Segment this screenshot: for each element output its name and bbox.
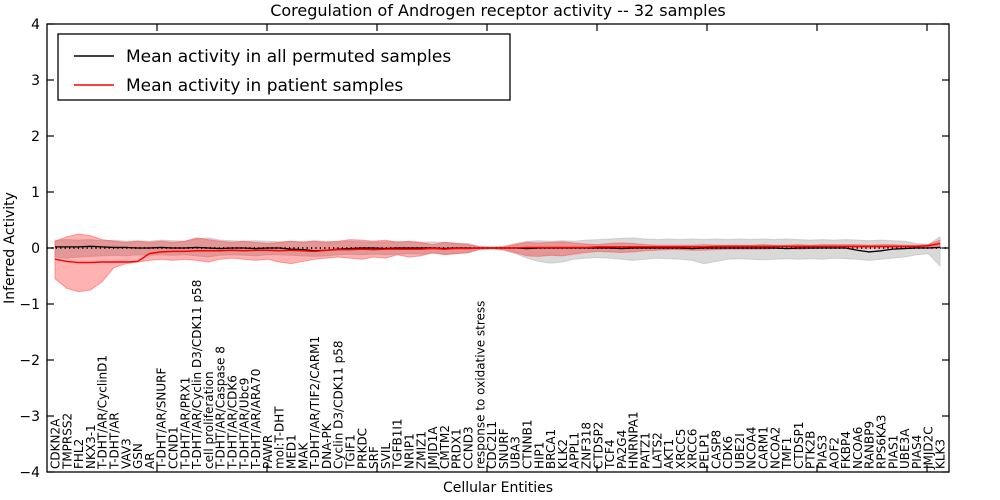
y-tick-label: 1 — [31, 185, 40, 201]
y-tick-label: 3 — [31, 73, 40, 89]
x-tick-label: UBE3A — [898, 428, 912, 469]
x-tick-label: RPS6KA3 — [875, 415, 889, 469]
x-tick-label: HNRNPA1 — [627, 411, 641, 469]
x-tick-label: T-DHT/AR/Cyclin D3/CDK11 p58 — [190, 280, 204, 470]
plot-area: −4−3−2−101234CDKN2ATMPRSS2FHL2NKX3-1T-DH… — [19, 17, 949, 481]
x-tick-label: XRCC5 — [674, 429, 688, 469]
x-tick-label: LATS2 — [650, 432, 664, 469]
x-tick-label: XRCC6 — [686, 429, 700, 469]
legend-box — [57, 33, 511, 101]
x-tick-label: CTNNB1 — [521, 419, 535, 469]
x-tick-label: AKT1 — [662, 439, 676, 469]
x-tick-label: KLK3 — [934, 439, 948, 469]
y-tick-label: −1 — [19, 297, 40, 313]
x-tick-label: AOF2 — [827, 437, 841, 469]
x-tick-label: AR — [143, 452, 157, 469]
x-tick-label: GSN — [131, 443, 145, 469]
x-tick-label: UBA3 — [509, 436, 523, 469]
x-tick-label: APPL1 — [568, 432, 582, 469]
x-tick-label: NCOA6 — [851, 427, 865, 469]
x-tick-label: NCOA2 — [768, 427, 782, 469]
x-tick-label: CDKN2A — [49, 418, 63, 469]
x-tick-label: PELP1 — [698, 433, 712, 469]
x-tick-label: JMJD2C — [922, 426, 936, 470]
x-tick-label: KLK2 — [556, 439, 570, 469]
x-tick-label: CASP8 — [709, 430, 723, 469]
x-tick-label: NRIP1 — [403, 433, 417, 469]
x-tick-label: T-DHT/AR/SNURF — [155, 368, 169, 471]
x-tick-label: PA2G4 — [615, 430, 629, 469]
x-tick-label: PIAS1 — [886, 435, 900, 469]
x-tick-label: DNA-PK — [320, 422, 334, 469]
legend-label-patient: Mean activity in patient samples — [126, 76, 403, 96]
x-tick-label: CCND1 — [167, 426, 181, 469]
x-tick-label: CDC2L1 — [485, 421, 499, 469]
x-tick-label: MED1 — [285, 434, 299, 469]
x-tick-label: T-DHT/AR/Ubc9 — [237, 378, 251, 470]
x-tick-label: T-DHT/AR/Caspase 8 — [214, 346, 228, 470]
y-tick-label: −2 — [19, 353, 40, 369]
x-tick-label: TGFB1I1 — [391, 418, 405, 470]
x-tick-label: CTDSP1 — [792, 422, 806, 469]
x-tick-label: CMTM2 — [438, 425, 452, 469]
x-tick-label: NKX3-1 — [84, 424, 98, 469]
y-axis-label: Inferred Activity — [2, 192, 18, 304]
legend: Mean activity in all permuted samples Me… — [57, 33, 511, 101]
y-tick-label: 0 — [31, 241, 40, 257]
x-tick-label: PIAS4 — [910, 435, 924, 469]
x-tick-label: TGIF1 — [344, 434, 358, 470]
x-tick-label: CDK6 — [721, 436, 735, 469]
x-tick-label: HIP1 — [532, 442, 546, 469]
x-tick-label: SRF — [367, 446, 381, 469]
permuted-band — [54, 235, 941, 268]
x-tick-label: BRCA1 — [544, 429, 558, 469]
x-tick-label: ZMIZ1 — [414, 431, 428, 469]
x-tick-label: FHL2 — [72, 439, 86, 469]
x-tick-label: T-DHT/AR/ARA70 — [249, 369, 263, 470]
x-tick-label: TCF4 — [603, 439, 617, 470]
x-tick-label: TMF1 — [780, 437, 794, 470]
x-tick-label: T-DHT/AR/CyclinD1 — [96, 355, 110, 470]
x-axis-label: Cellular Entities — [443, 480, 553, 496]
x-tick-label: JMJD1A — [426, 426, 440, 470]
x-tick-label: Cyclin D3/CDK11 p58 — [332, 340, 346, 469]
x-tick-label: PATZ1 — [639, 432, 653, 469]
x-tick-label: PIAS3 — [816, 435, 830, 469]
x-tick-label: PRDX1 — [450, 428, 464, 469]
x-tick-label: SNURF — [497, 428, 511, 469]
x-tick-label: mol:T-DHT — [273, 406, 287, 469]
x-tick-label: MAK — [296, 441, 310, 469]
y-tick-label: 2 — [31, 129, 40, 145]
x-tick-label: T-DHT/AR/CDK6 — [226, 375, 240, 470]
x-tick-label: cell proliferation — [202, 371, 216, 469]
x-tick-label: VAV3 — [119, 438, 133, 469]
x-tick-label: TMPRSS2 — [60, 413, 74, 470]
x-tick-label: CARM1 — [757, 426, 771, 469]
x-tick-label: T-DHT/AR/TIF2/CARM1 — [308, 336, 322, 470]
x-tick-label: ZNF318 — [580, 422, 594, 469]
chart-title: Coregulation of Androgen receptor activi… — [270, 1, 726, 20]
patient-mean-line — [54, 242, 941, 264]
x-tick-label: T-DHT/AR/PRX1 — [178, 377, 192, 470]
x-tick-label: T-DHT/AR — [108, 412, 122, 470]
x-tick-label: CTDSP2 — [591, 422, 605, 469]
x-tick-label: CCND3 — [462, 426, 476, 469]
y-tick-label: 4 — [31, 17, 40, 33]
x-tick-label: SVIL — [379, 443, 393, 469]
x-tick-label: PAWR — [261, 435, 275, 469]
x-tick-label: FKBP4 — [839, 431, 853, 469]
y-tick-label: −3 — [19, 409, 40, 425]
x-tick-label: PTK2B — [804, 431, 818, 469]
x-tick-label: UBE2I — [733, 433, 747, 469]
x-tick-label: RANBP9 — [863, 421, 877, 469]
x-tick-label: NCOA4 — [745, 427, 759, 469]
legend-label-permuted: Mean activity in all permuted samples — [126, 47, 451, 67]
x-tick-label: response to oxidative stress — [473, 301, 487, 469]
y-tick-label: −4 — [19, 465, 40, 481]
x-tick-label: PRKDC — [355, 428, 369, 469]
